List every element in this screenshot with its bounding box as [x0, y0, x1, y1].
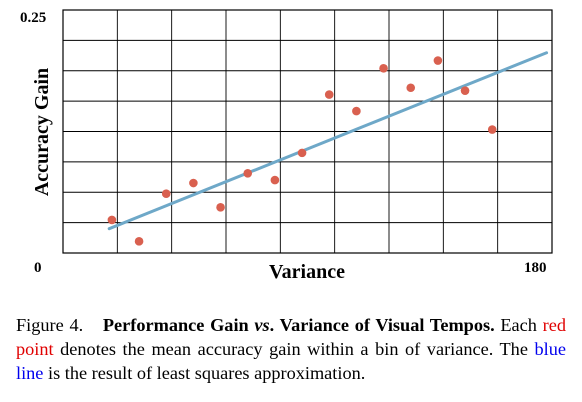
data-point — [460, 86, 470, 95]
plot-frame — [62, 9, 553, 254]
data-points — [107, 56, 497, 246]
data-point — [406, 83, 416, 93]
figure-label: Figure 4. — [16, 315, 84, 335]
data-point — [216, 203, 225, 212]
data-point — [270, 175, 280, 185]
caption-title-part2: . Variance of Visual Tempos. — [269, 315, 495, 335]
data-point — [487, 125, 497, 134]
figure-caption: Figure 4. Performance Gain vs. Variance … — [16, 313, 566, 385]
caption-text-1: Each — [500, 315, 537, 335]
data-point — [297, 148, 307, 158]
caption-title: Performance Gain vs. Variance of Visual … — [103, 315, 495, 335]
data-point — [324, 90, 334, 99]
caption-title-part1: Performance Gain — [102, 315, 249, 335]
y-axis-label: Accuracy Gain — [31, 68, 53, 196]
data-point — [379, 64, 388, 73]
x-tick-min: 0 — [34, 260, 42, 276]
data-point — [433, 56, 443, 65]
data-point — [352, 106, 361, 116]
caption-text-3: is the result of least squares approxima… — [48, 363, 366, 383]
chart-grid — [63, 10, 552, 253]
x-tick-max: 180 — [524, 260, 547, 276]
caption-text-2: denotes the mean accuracy gain within a … — [60, 339, 528, 359]
data-point — [189, 178, 198, 188]
least-squares-line — [107, 51, 549, 231]
data-point — [107, 215, 117, 225]
caption-red-point: red point — [16, 315, 566, 359]
data-point — [161, 189, 171, 199]
y-tick-max: 0.25 — [20, 10, 46, 26]
caption-title-vs: vs — [254, 315, 270, 335]
x-axis-label: Variance — [269, 261, 345, 283]
scatter-chart: 0.25 0 180 Variance Accuracy Gain — [20, 9, 553, 283]
data-point — [134, 237, 144, 246]
caption-blue-line: blue line — [16, 339, 566, 383]
data-point — [243, 168, 253, 178]
